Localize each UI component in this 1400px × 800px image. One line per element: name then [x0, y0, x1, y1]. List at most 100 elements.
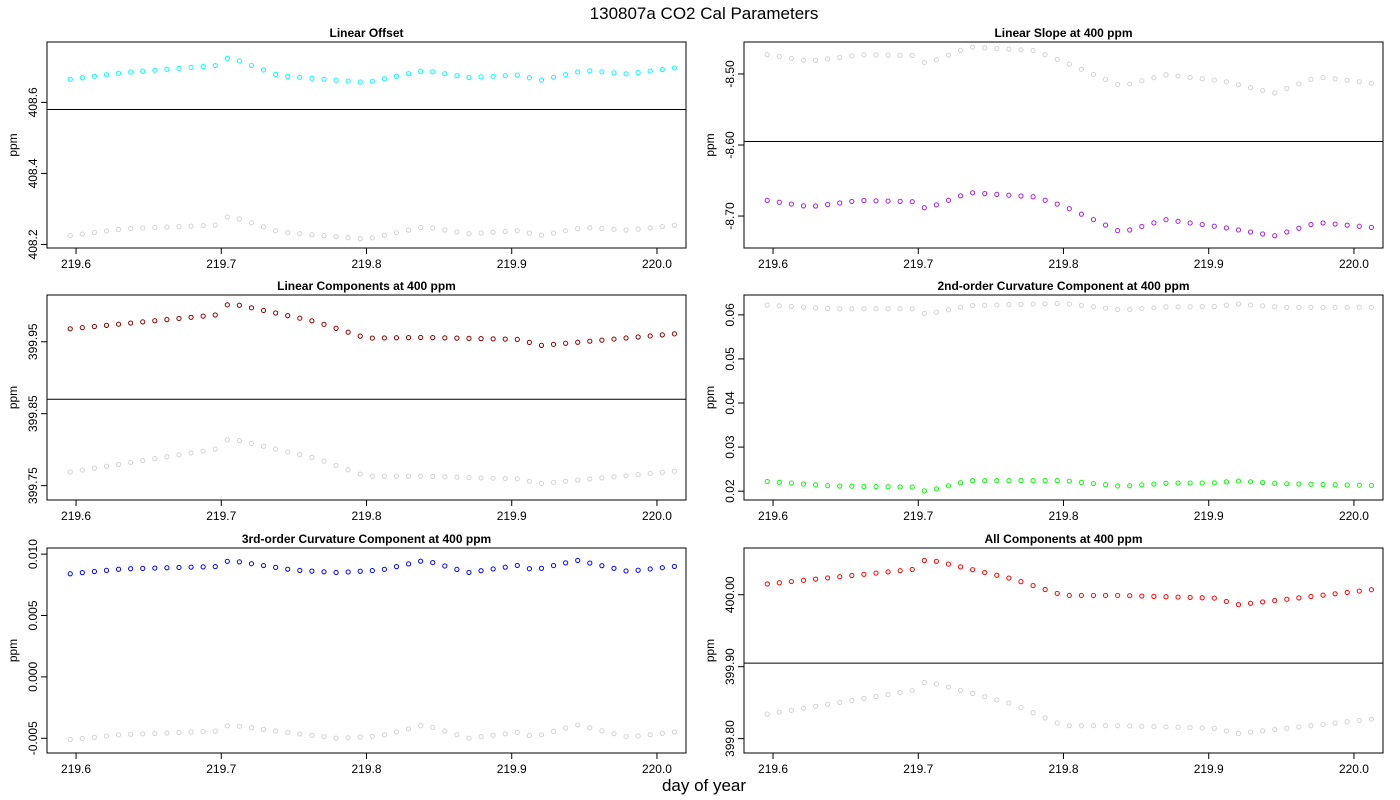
panel-title: 2nd-order Curvature Component at 400 ppm [937, 279, 1189, 293]
data-point [970, 478, 976, 484]
data-point [1066, 723, 1072, 729]
data-point [1187, 74, 1193, 81]
data-point [1199, 725, 1205, 731]
data-point [1272, 90, 1278, 96]
data-point [393, 729, 400, 735]
data-point [369, 78, 375, 84]
data-point [873, 198, 879, 204]
data-point [1006, 302, 1012, 308]
data-point [812, 482, 819, 488]
data-point [1356, 79, 1362, 85]
data-point [345, 735, 351, 741]
data-point [466, 231, 472, 237]
data-point [430, 473, 436, 480]
data-point [897, 690, 903, 696]
data-point [454, 229, 460, 235]
data-point [1127, 81, 1133, 87]
data-point [115, 461, 122, 467]
data-point [1296, 304, 1302, 310]
data-point [514, 228, 520, 234]
x-tick-label: 220.0 [642, 762, 672, 776]
data-point [1018, 705, 1024, 711]
data-point [909, 52, 915, 59]
data-point [1199, 480, 1205, 486]
data-point [982, 302, 988, 308]
data-point [1090, 723, 1097, 729]
x-tick-label: 219.6 [61, 762, 91, 776]
data-point [623, 733, 629, 740]
data-point [418, 558, 424, 564]
data-point [945, 561, 952, 567]
data-point [837, 699, 843, 706]
data-point [393, 230, 400, 236]
panel-5: 3rd-order Curvature Component at 400 ppm… [6, 532, 687, 776]
data-point [825, 575, 831, 581]
series-2 [764, 679, 1374, 737]
x-tick-label: 219.8 [1048, 509, 1078, 523]
data-point [1356, 482, 1362, 488]
data-point [957, 304, 964, 310]
data-point [1296, 724, 1302, 730]
data-point [381, 732, 387, 738]
data-point [514, 476, 520, 482]
data-point [260, 726, 267, 732]
data-point [466, 735, 472, 741]
data-point [333, 462, 339, 469]
data-point [1163, 217, 1169, 223]
data-point [115, 566, 122, 572]
x-tick-label: 219.6 [758, 257, 788, 271]
data-point [405, 335, 412, 341]
data-point [236, 438, 242, 444]
data-point [236, 216, 242, 222]
data-point [224, 55, 230, 61]
data-point [611, 226, 617, 232]
data-point [1054, 56, 1060, 63]
y-tick-label: 408.6 [26, 87, 40, 117]
data-point [909, 566, 915, 573]
data-point [849, 697, 855, 704]
data-point [1199, 221, 1205, 228]
data-point [285, 566, 291, 572]
data-point [260, 562, 267, 569]
y-tick-label: 0.05 [723, 347, 737, 371]
data-point [1115, 306, 1121, 313]
panels: Linear Offset ppm 219.6 219.7 219.8 219.9 220.… [6, 26, 1384, 776]
y-axis-label: ppm [703, 133, 717, 156]
data-point [490, 73, 496, 79]
data-point [357, 734, 363, 740]
data-point [538, 565, 545, 571]
y-axis-label: ppm [703, 639, 717, 662]
x-tick-label: 219.6 [61, 509, 91, 523]
data-point [1175, 73, 1181, 79]
data-point [321, 321, 327, 327]
data-point [1078, 723, 1084, 729]
data-point [1308, 76, 1314, 82]
x-tick-label: 219.9 [1194, 257, 1224, 271]
data-point [563, 340, 569, 346]
data-point [1042, 586, 1048, 593]
series-2 [67, 214, 677, 242]
data-point [1102, 305, 1109, 311]
x-tick-label: 219.6 [758, 762, 788, 776]
data-point [478, 230, 484, 236]
plot-frame [46, 547, 687, 754]
data-point [79, 231, 85, 237]
data-point [599, 475, 605, 481]
x-tick-label: 219.6 [61, 257, 91, 271]
data-point [921, 205, 927, 211]
data-point [1211, 595, 1217, 601]
data-point [418, 224, 424, 231]
data-point [647, 68, 653, 74]
data-point [538, 232, 545, 238]
data-point [285, 230, 291, 236]
data-point [659, 66, 665, 73]
data-point [79, 75, 85, 81]
data-point [1344, 589, 1350, 596]
data-point [1127, 306, 1133, 313]
data-point [333, 77, 339, 83]
data-point [526, 339, 532, 345]
data-point [623, 71, 629, 77]
data-point [1187, 304, 1193, 310]
data-point [1006, 575, 1012, 581]
